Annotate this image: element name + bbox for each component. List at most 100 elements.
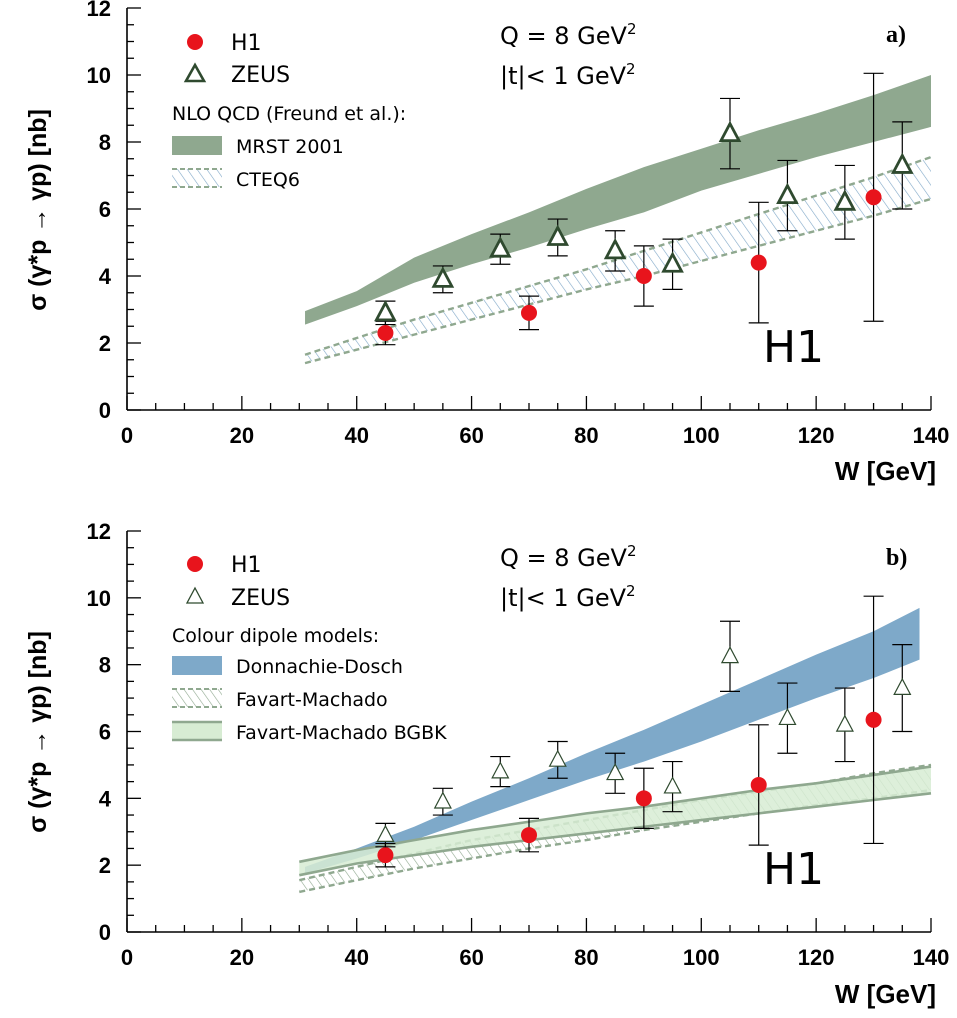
legend-label-fmbgbk: Favart-Machado BGBK	[236, 722, 447, 744]
legend-marker-h1	[187, 556, 203, 572]
data-point-zeus	[431, 266, 455, 288]
y-tick-label: 6	[99, 720, 111, 745]
legend-label-dd: Donnachie-Dosch	[236, 656, 403, 678]
data-point-zeus	[488, 236, 512, 258]
data-point-h1	[377, 324, 394, 341]
data-point-zeus	[835, 714, 854, 732]
panel-label: a)	[886, 22, 906, 48]
panel-b: 0 20 40 60 80 100 120 140 0 2 4 6 8 10 12 σ (γ*p → γp)…	[24, 519, 949, 1009]
x-tick-label: 80	[574, 945, 598, 970]
panel-label: b)	[886, 545, 907, 571]
x-tick-label: 100	[683, 945, 720, 970]
data-point-h1	[865, 711, 882, 728]
data-point-zeus	[374, 299, 397, 322]
legend-swatch-mrst	[172, 136, 222, 155]
x-tick-label: 140	[913, 423, 950, 448]
data-point-h1	[521, 827, 537, 844]
data-point-zeus	[546, 224, 570, 246]
legend-label-h1: H1	[231, 31, 262, 56]
y-axis-label: σ (γ*p → γp) [nb]	[24, 631, 52, 833]
legend-swatch-fm	[172, 689, 222, 707]
legend-swatch-cteq	[172, 169, 222, 187]
data-point-zeus	[890, 152, 914, 174]
legend-model-header: NLO QCD (Freund et al.):	[172, 103, 406, 125]
legend-model-header: Colour dipole models:	[172, 625, 379, 647]
x-tick-label: 20	[230, 945, 254, 970]
legend-marker-zeus	[185, 586, 205, 604]
x-tick-label: 120	[798, 423, 835, 448]
panel-a: 0 20 40 60 80 100 120 140 0 2 4 6 8 10 12 σ (γ*p → γp)…	[24, 0, 949, 486]
data-point-zeus	[661, 251, 684, 273]
band-donnachie-dosch	[305, 607, 920, 874]
legend-swatch-dd	[172, 656, 222, 675]
x-tick-label: 0	[121, 423, 133, 448]
y-tick-label: 2	[99, 853, 111, 878]
x-tick-label: 20	[230, 423, 254, 448]
data-point-zeus	[491, 761, 510, 779]
data-point-zeus	[718, 120, 742, 143]
data-point-h1	[521, 304, 537, 321]
data-point-h1	[635, 790, 652, 807]
h1-watermark: H1	[763, 844, 824, 895]
y-axis-label: σ (γ*p → γp) [nb]	[24, 109, 52, 311]
data-point-zeus	[606, 762, 625, 781]
legend-label-zeus: ZEUS	[231, 63, 290, 88]
y-tick-label: 4	[99, 264, 112, 289]
x-tick-label: 80	[574, 423, 598, 448]
x-tick-label: 0	[121, 945, 133, 970]
y-tick-label: 10	[87, 586, 111, 611]
annotation-t: |t|< 1 GeV2	[500, 582, 636, 612]
band-edge-upper	[299, 765, 932, 864]
data-point-zeus	[833, 189, 857, 211]
data-point-zeus	[663, 776, 682, 794]
data-point-zeus	[548, 749, 567, 767]
data-point-h1	[377, 847, 394, 864]
data-point-h1	[750, 254, 767, 271]
y-tick-label: 0	[99, 398, 111, 423]
y-tick-label: 8	[99, 130, 111, 155]
data-point-zeus	[376, 824, 395, 842]
y-tick-label: 2	[99, 331, 111, 356]
legend-label-fm: Favart-Machado	[236, 689, 388, 711]
annotation-q2: Q = 8 GeV2	[500, 542, 636, 572]
band-edge-lower	[304, 197, 932, 365]
x-tick-label: 60	[459, 423, 483, 448]
data-point-zeus	[603, 237, 627, 260]
legend-swatch-fmbgbk	[172, 722, 222, 740]
band-cteq6	[305, 157, 931, 364]
data-point-zeus	[720, 646, 740, 664]
x-axis-label: W [GeV]	[835, 979, 936, 1009]
y-tick-label: 6	[99, 197, 111, 222]
x-tick-label: 40	[344, 423, 368, 448]
x-tick-label: 140	[913, 945, 950, 970]
data-point-zeus	[433, 791, 452, 809]
x-axis-label: W [GeV]	[835, 456, 936, 486]
annotation-q2: Q = 8 GeV2	[500, 20, 636, 50]
band-mrst-2001	[305, 75, 931, 325]
annotation-t: |t|< 1 GeV2	[500, 60, 636, 90]
x-tick-label: 40	[344, 945, 368, 970]
legend-label-zeus: ZEUS	[231, 586, 290, 611]
legend: H1 ZEUS NLO QCD (Freund et al.): MRST 20…	[172, 31, 406, 191]
y-tick-label: 0	[99, 920, 111, 945]
data-point-h1	[865, 189, 882, 206]
y-tick-label: 8	[99, 653, 111, 678]
legend-marker-h1	[187, 34, 203, 50]
x-tick-label: 60	[459, 945, 483, 970]
x-tick-label: 100	[683, 423, 720, 448]
data-point-zeus	[776, 182, 799, 204]
legend: H1 ZEUS Colour dipole models: Donnachie-…	[172, 553, 447, 744]
y-tick-label: 12	[87, 0, 111, 21]
y-tick-label: 12	[87, 519, 111, 544]
data-point-h1	[750, 776, 767, 793]
data-point-h1	[635, 268, 652, 284]
legend-label-mrst: MRST 2001	[236, 136, 344, 158]
y-tick-label: 10	[87, 63, 111, 88]
legend-marker-zeus	[183, 62, 207, 83]
legend-label-cteq: CTEQ6	[236, 169, 300, 191]
data-point-zeus	[893, 677, 912, 695]
data-point-zeus	[778, 707, 797, 726]
x-tick-label: 120	[798, 945, 835, 970]
